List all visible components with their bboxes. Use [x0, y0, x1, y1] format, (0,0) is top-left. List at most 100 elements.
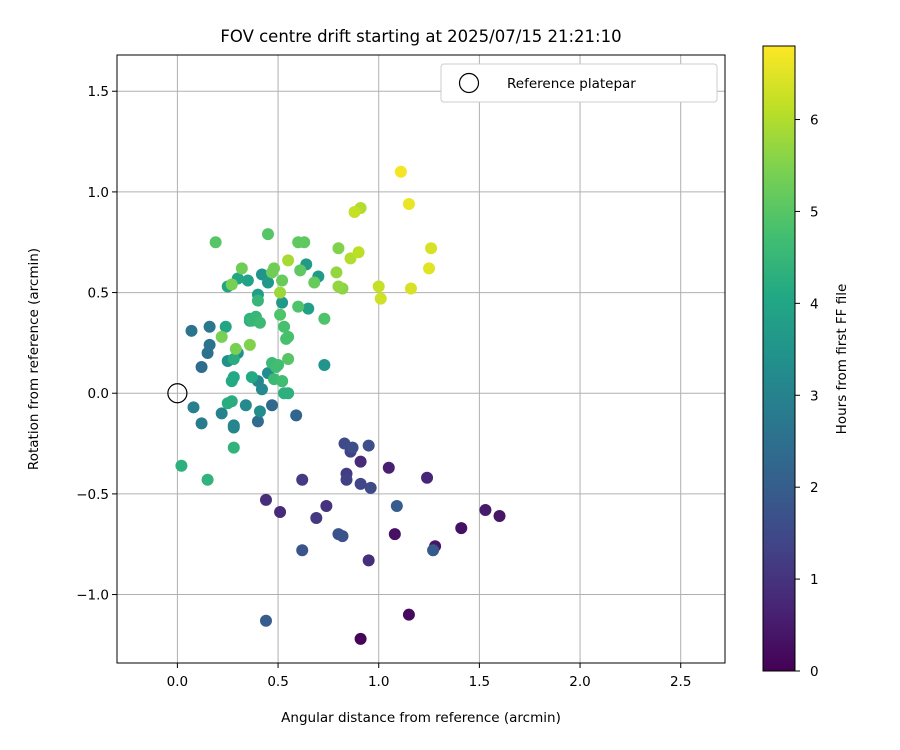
data-point: [282, 254, 295, 267]
x-axis-ticks: 0.0 0.5 1.0 1.5 2.0 2.5: [167, 663, 691, 690]
data-point: [362, 554, 375, 567]
data-point: [388, 528, 401, 541]
reference-platepar-marker: [167, 383, 188, 404]
colorbar: 0 1 2 3 4 5 6 Hours from first FF file: [762, 45, 850, 680]
data-point: [229, 342, 242, 355]
data-point: [282, 330, 295, 343]
data-point: [404, 282, 417, 295]
data-point: [187, 401, 200, 414]
data-point: [290, 409, 303, 422]
y-tick-label: −1.0: [76, 588, 109, 604]
colorbar-tick-label: 2: [810, 480, 819, 496]
chart-title: FOV centre drift starting at 2025/07/15 …: [220, 27, 621, 46]
data-point: [276, 274, 289, 287]
data-point: [255, 383, 268, 396]
data-point: [302, 302, 315, 315]
data-point: [332, 242, 345, 255]
colorbar-tick-label: 6: [810, 113, 819, 129]
data-point: [276, 375, 289, 388]
data-point: [241, 274, 254, 287]
data-point: [251, 294, 264, 307]
y-tick-label: −0.5: [76, 487, 109, 503]
data-point: [225, 375, 238, 388]
data-point: [276, 296, 289, 309]
x-tick-label: 2.5: [670, 674, 691, 690]
data-point: [261, 228, 274, 241]
data-point: [421, 471, 434, 484]
data-point: [195, 361, 208, 374]
data-point: [354, 632, 367, 645]
data-point: [201, 473, 214, 486]
legend-marker-icon: [458, 72, 480, 94]
data-point: [423, 262, 436, 275]
data-point: [382, 461, 395, 474]
colorbar-tick-label: 1: [810, 572, 819, 588]
data-point: [402, 608, 415, 621]
data-point: [253, 405, 266, 418]
data-point: [390, 499, 403, 512]
data-point: [292, 300, 305, 313]
data-point: [354, 477, 367, 490]
data-point: [227, 353, 240, 365]
colorbar-tick-label: 0: [810, 664, 819, 680]
x-tick-label: 2.0: [569, 674, 590, 690]
data-point: [266, 399, 279, 412]
colorbar-gradient: [762, 45, 796, 672]
reference-marker-layer: [167, 383, 188, 404]
colorbar-tick-label: 4: [810, 296, 819, 312]
colorbar-tick-label: 3: [810, 388, 819, 404]
data-point: [427, 544, 440, 557]
data-point: [348, 206, 361, 219]
colorbar-ticks: 0 1 2 3 4 5 6: [795, 113, 819, 680]
legend-entry-reference: Reference platepar: [507, 76, 636, 92]
data-point: [209, 236, 222, 249]
data-point: [318, 359, 331, 372]
data-point: [282, 387, 295, 400]
data-point: [266, 266, 279, 279]
data-point: [259, 614, 272, 627]
plot-frame: [116, 54, 726, 664]
data-point: [235, 262, 248, 275]
data-point: [425, 242, 438, 255]
data-point: [251, 415, 264, 428]
colorbar-label: Hours from first FF file: [834, 284, 850, 435]
data-point: [253, 316, 266, 329]
data-point: [227, 421, 240, 434]
data-point: [272, 359, 285, 372]
data-point: [372, 280, 385, 293]
data-point: [362, 439, 375, 452]
grid: [117, 55, 725, 663]
data-point: [278, 320, 291, 333]
data-point: [340, 473, 353, 486]
data-point: [203, 338, 216, 351]
data-point: [320, 499, 333, 512]
data-point: [455, 522, 468, 535]
y-tick-label: 1.5: [88, 84, 109, 100]
data-point: [225, 278, 238, 291]
data-point: [394, 165, 407, 178]
x-tick-label: 0.5: [267, 674, 288, 690]
y-axis-label: Rotation from reference (arcmin): [26, 248, 42, 470]
data-point: [330, 266, 343, 279]
legend-box: [440, 63, 718, 103]
data-point: [225, 395, 238, 408]
x-tick-label: 1.0: [368, 674, 389, 690]
data-point: [354, 455, 367, 468]
data-point: [227, 441, 240, 454]
data-point: [259, 493, 272, 506]
data-point: [296, 473, 309, 486]
data-point: [245, 371, 258, 384]
data-point: [493, 510, 506, 523]
data-point: [185, 324, 198, 337]
data-point: [346, 441, 359, 454]
data-point: [318, 312, 331, 325]
x-axis-label: Angular distance from reference (arcmin): [281, 710, 561, 726]
data-point: [274, 286, 287, 299]
data-point: [479, 503, 492, 516]
data-point: [402, 197, 415, 210]
data-point: [298, 236, 311, 249]
data-point: [274, 308, 287, 321]
legend: Reference platepar: [440, 63, 718, 103]
data-point: [274, 506, 287, 519]
